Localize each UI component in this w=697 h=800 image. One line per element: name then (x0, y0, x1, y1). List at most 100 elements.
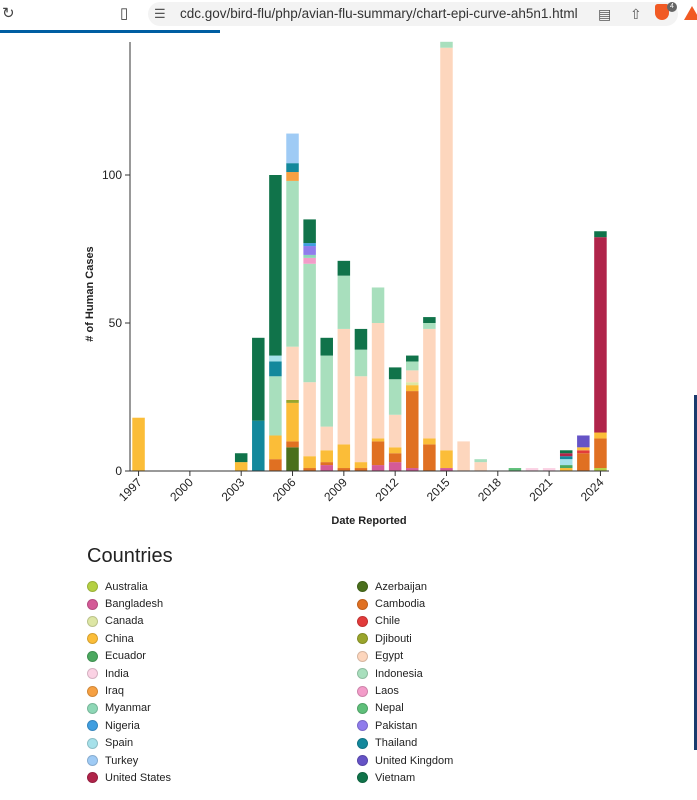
bar-segment-2011-bangladesh[interactable] (371, 465, 385, 471)
legend-item-canada[interactable]: Canada (87, 613, 337, 630)
bar-segment-2017-egypt[interactable] (474, 462, 487, 471)
rewards-icon[interactable] (684, 6, 697, 20)
bar-segment-2012-china[interactable] (388, 447, 402, 454)
bar-segment-2006-indonesia[interactable] (286, 180, 299, 347)
legend-item-spain[interactable]: Spain (87, 735, 337, 752)
bar-segment-2022-united-states[interactable] (559, 453, 573, 457)
bar-segment-2008-cambodia[interactable] (320, 462, 333, 466)
bar-segment-2003-vietnam[interactable] (234, 453, 248, 463)
bar-segment-2006-thailand[interactable] (286, 163, 299, 173)
bar-segment-2007-vietnam[interactable] (303, 219, 316, 244)
bar-segment-2009-china[interactable] (337, 444, 351, 469)
bar-segment-2008-egypt[interactable] (320, 426, 333, 451)
url-text[interactable]: cdc.gov/bird-flu/php/avian-flu-summary/c… (180, 6, 578, 21)
bar-segment-2012-vietnam[interactable] (388, 367, 402, 380)
address-bar[interactable]: ☰ cdc.gov/bird-flu/php/avian-flu-summary… (148, 2, 678, 26)
bar-segment-2006-djibouti[interactable] (286, 399, 299, 403)
bookmark-icon[interactable]: ▯ (120, 5, 129, 22)
bar-segment-2013-bangladesh[interactable] (406, 468, 419, 471)
bar-segment-2007-egypt[interactable] (303, 382, 316, 457)
legend-item-thailand[interactable]: Thailand (357, 735, 607, 752)
brave-shield-icon[interactable] (655, 4, 669, 20)
bar-segment-2017-indonesia[interactable] (474, 459, 487, 463)
bar-segment-2015-china[interactable] (440, 450, 453, 469)
legend-item-cambodia[interactable]: Cambodia (357, 595, 607, 612)
share-icon[interactable]: ⇧ (630, 6, 642, 22)
bar-segment-2014-china[interactable] (423, 438, 436, 445)
bar-segment-2006-cambodia[interactable] (286, 441, 299, 448)
legend-item-united-states[interactable]: United States (87, 769, 337, 786)
bar-segment-2006-iraq[interactable] (286, 172, 299, 181)
legend-item-india[interactable]: India (87, 665, 337, 682)
bar-segment-2013-canada[interactable] (406, 382, 419, 386)
bar-segment-2011-china[interactable] (371, 438, 385, 442)
bar-segment-2004-vietnam[interactable] (252, 337, 265, 421)
bar-segment-2011-cambodia[interactable] (371, 441, 385, 466)
bar-segment-2007-myanmar[interactable] (303, 254, 316, 258)
legend-item-nigeria[interactable]: Nigeria (87, 717, 337, 734)
bar-segment-2005-china[interactable] (269, 435, 282, 460)
bar-segment-2005-indonesia[interactable] (269, 376, 282, 436)
bar-segment-2013-vietnam[interactable] (406, 355, 419, 362)
legend-item-iraq[interactable]: Iraq (87, 682, 337, 699)
bar-segment-2022-spain[interactable] (559, 459, 573, 466)
bar-segment-2016-egypt[interactable] (457, 441, 470, 471)
legend-item-pakistan[interactable]: Pakistan (357, 717, 607, 734)
site-settings-icon[interactable]: ☰ (154, 6, 166, 21)
bar-segment-2024-china[interactable] (594, 432, 607, 439)
reload-icon[interactable]: ↻ (2, 5, 15, 22)
bar-segment-2015-egypt[interactable] (440, 47, 453, 451)
legend-item-egypt[interactable]: Egypt (357, 648, 607, 665)
bar-segment-2022-ecuador[interactable] (559, 465, 573, 469)
bar-segment-2012-indonesia[interactable] (388, 379, 402, 415)
bar-segment-2014-indonesia[interactable] (423, 323, 436, 329)
bar-segment-2007-pakistan[interactable] (303, 246, 316, 255)
bar-segment-2010-indonesia[interactable] (354, 349, 368, 377)
bar-segment-2007-nigeria[interactable] (303, 243, 316, 247)
bar-segment-2007-cambodia[interactable] (303, 468, 316, 471)
bar-segment-2010-egypt[interactable] (354, 376, 368, 463)
bar-segment-2004-thailand[interactable] (252, 420, 265, 471)
legend-item-bangladesh[interactable]: Bangladesh (87, 595, 337, 612)
bar-segment-2013-china[interactable] (406, 385, 419, 392)
bar-segment-2008-indonesia[interactable] (320, 355, 333, 427)
bar-segment-2005-thailand[interactable] (269, 361, 282, 377)
bar-segment-2006-turkey[interactable] (286, 133, 299, 164)
legend-item-laos[interactable]: Laos (357, 682, 607, 699)
legend-item-indonesia[interactable]: Indonesia (357, 665, 607, 682)
bar-segment-2015-indonesia[interactable] (440, 41, 453, 48)
bar-segment-2019-nepal[interactable] (508, 468, 522, 471)
bar-segment-2005-vietnam[interactable] (269, 175, 282, 356)
bar-segment-2007-indonesia[interactable] (303, 263, 316, 383)
bar-segment-2006-azerbaijan[interactable] (286, 447, 299, 471)
bar-segment-2005-cambodia[interactable] (269, 459, 282, 471)
bar-segment-2012-egypt[interactable] (388, 414, 402, 448)
bar-segment-2008-vietnam[interactable] (320, 337, 333, 356)
bar-segment-2011-indonesia[interactable] (371, 287, 385, 323)
bar-segment-2024-australia[interactable] (594, 468, 607, 471)
bar-segment-2024-united-states[interactable] (594, 237, 607, 433)
bar-segment-2014-vietnam[interactable] (423, 317, 436, 323)
bar-segment-2012-bangladesh[interactable] (388, 462, 402, 471)
bar-segment-2014-cambodia[interactable] (423, 444, 436, 471)
bar-segment-2013-indonesia[interactable] (406, 361, 419, 371)
legend-item-nepal[interactable]: Nepal (357, 700, 607, 717)
bar-segment-2007-china[interactable] (303, 456, 316, 469)
legend-item-ecuador[interactable]: Ecuador (87, 648, 337, 665)
bar-segment-2023-cambodia[interactable] (577, 453, 590, 471)
bar-segment-1997-china[interactable] (132, 417, 145, 471)
bar-segment-2008-bangladesh[interactable] (320, 465, 333, 471)
bar-segment-2023-united-kingdom[interactable] (577, 435, 590, 448)
legend-item-united-kingdom[interactable]: United Kingdom (357, 752, 607, 769)
bar-segment-2010-cambodia[interactable] (354, 468, 368, 471)
bar-segment-2009-egypt[interactable] (337, 328, 351, 445)
bar-segment-2006-egypt[interactable] (286, 346, 299, 400)
bar-segment-2010-vietnam[interactable] (354, 328, 368, 350)
bar-segment-2014-egypt[interactable] (423, 328, 436, 439)
bar-segment-2008-china[interactable] (320, 450, 333, 463)
bar-segment-2022-vietnam[interactable] (559, 450, 573, 454)
bar-segment-2007-laos[interactable] (303, 257, 316, 264)
bar-segment-2024-cambodia[interactable] (594, 438, 607, 469)
legend-item-chile[interactable]: Chile (357, 613, 607, 630)
legend-item-australia[interactable]: Australia (87, 578, 337, 595)
